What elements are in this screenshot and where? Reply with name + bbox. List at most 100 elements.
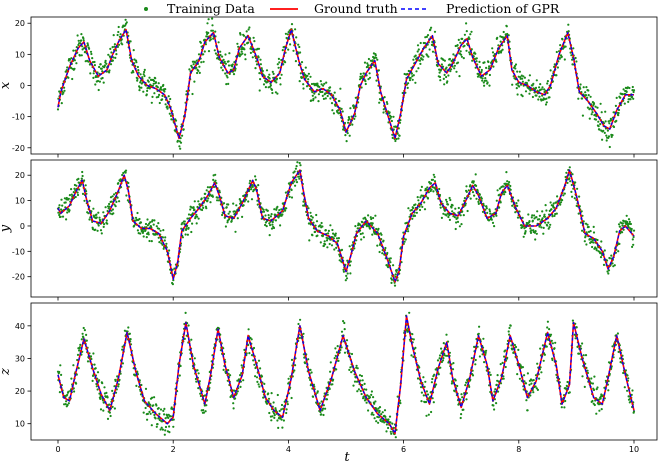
training-data-point — [545, 345, 548, 348]
training-data-point — [445, 75, 448, 79]
legend-marker-training-data — [144, 7, 148, 11]
training-data-point — [549, 69, 552, 72]
training-data-point — [58, 391, 62, 394]
training-data-point — [518, 210, 521, 213]
training-data-point — [72, 49, 75, 52]
training-data-point — [257, 184, 260, 187]
training-data-point — [193, 208, 196, 211]
training-data-point — [513, 343, 517, 347]
training-data-point — [358, 374, 362, 377]
training-data-point — [450, 382, 453, 385]
training-data-point — [90, 52, 93, 56]
training-data-point — [627, 395, 630, 398]
training-data-point — [471, 374, 475, 377]
training-data-point — [481, 77, 484, 80]
training-data-point — [630, 227, 633, 231]
training-data-point — [207, 18, 210, 21]
training-data-point — [146, 218, 149, 221]
training-data-point — [631, 245, 634, 248]
training-data-point — [476, 75, 480, 78]
training-data-point — [113, 385, 116, 388]
training-data-point — [83, 329, 86, 332]
training-data-point — [89, 72, 92, 75]
training-data-point — [167, 95, 170, 98]
training-data-point — [390, 432, 393, 435]
training-data-point — [146, 412, 149, 415]
training-data-point — [569, 180, 572, 183]
training-data-point — [99, 229, 103, 232]
training-data-point — [550, 339, 553, 342]
training-data-point — [548, 96, 551, 99]
training-data-point — [414, 203, 417, 206]
training-data-point — [334, 97, 337, 100]
training-data-point — [563, 192, 566, 195]
training-data-point — [392, 115, 395, 118]
training-data-point — [349, 272, 352, 275]
training-data-point — [153, 413, 156, 417]
training-data-point — [60, 208, 63, 211]
training-data-point — [307, 358, 310, 361]
training-data-point — [517, 199, 520, 202]
training-data-point — [583, 240, 586, 243]
training-data-point — [301, 192, 304, 195]
training-data-point — [631, 95, 634, 99]
training-data-point — [311, 94, 314, 97]
training-data-point — [324, 407, 327, 410]
training-data-point — [240, 364, 243, 367]
training-data-point — [518, 85, 521, 88]
training-data-point — [224, 62, 227, 65]
training-data-point — [426, 393, 430, 396]
training-data-point — [247, 41, 250, 44]
training-data-point — [106, 417, 110, 420]
training-data-point — [554, 341, 557, 344]
training-data-point — [499, 40, 502, 43]
training-data-point — [414, 81, 417, 84]
training-data-point — [316, 234, 319, 237]
training-data-point — [264, 223, 267, 227]
training-data-point — [448, 57, 451, 61]
training-data-point — [412, 338, 415, 341]
training-data-point — [367, 57, 370, 61]
training-data-point — [89, 50, 93, 53]
training-data-point — [532, 82, 535, 85]
training-data-point — [113, 407, 116, 410]
training-data-point — [544, 103, 548, 106]
training-data-point — [112, 212, 115, 215]
training-data-point — [549, 201, 552, 204]
training-data-point — [116, 45, 119, 49]
training-data-point — [543, 353, 547, 356]
training-data-point — [235, 63, 238, 66]
training-data-point — [209, 193, 212, 196]
training-data-point — [264, 86, 267, 89]
training-data-point — [125, 194, 128, 197]
training-data-point — [368, 72, 371, 75]
training-data-point — [607, 135, 611, 138]
training-data-point — [256, 203, 259, 206]
training-data-point — [98, 65, 101, 69]
training-data-point — [159, 428, 162, 431]
training-data-point — [285, 408, 288, 411]
training-data-point — [478, 73, 481, 77]
training-data-point — [161, 428, 164, 431]
training-data-point — [433, 175, 436, 179]
training-data-point — [198, 65, 201, 68]
training-data-point — [484, 77, 487, 80]
training-data-point — [321, 90, 324, 93]
training-data-point — [617, 250, 620, 253]
training-data-point — [560, 55, 563, 58]
training-data-point — [117, 30, 120, 34]
training-data-point — [193, 357, 196, 360]
training-data-point — [86, 42, 89, 45]
training-data-point — [259, 367, 262, 370]
training-data-point — [587, 225, 590, 229]
training-data-point — [190, 230, 193, 234]
training-data-point — [63, 86, 66, 89]
training-data-point — [217, 199, 221, 202]
training-data-point — [269, 224, 272, 227]
training-data-point — [438, 187, 441, 191]
training-data-point — [346, 259, 349, 262]
training-data-point — [343, 328, 346, 331]
training-data-point — [632, 243, 635, 246]
y-tick-label: 40 — [15, 322, 25, 331]
training-data-point — [147, 233, 150, 236]
